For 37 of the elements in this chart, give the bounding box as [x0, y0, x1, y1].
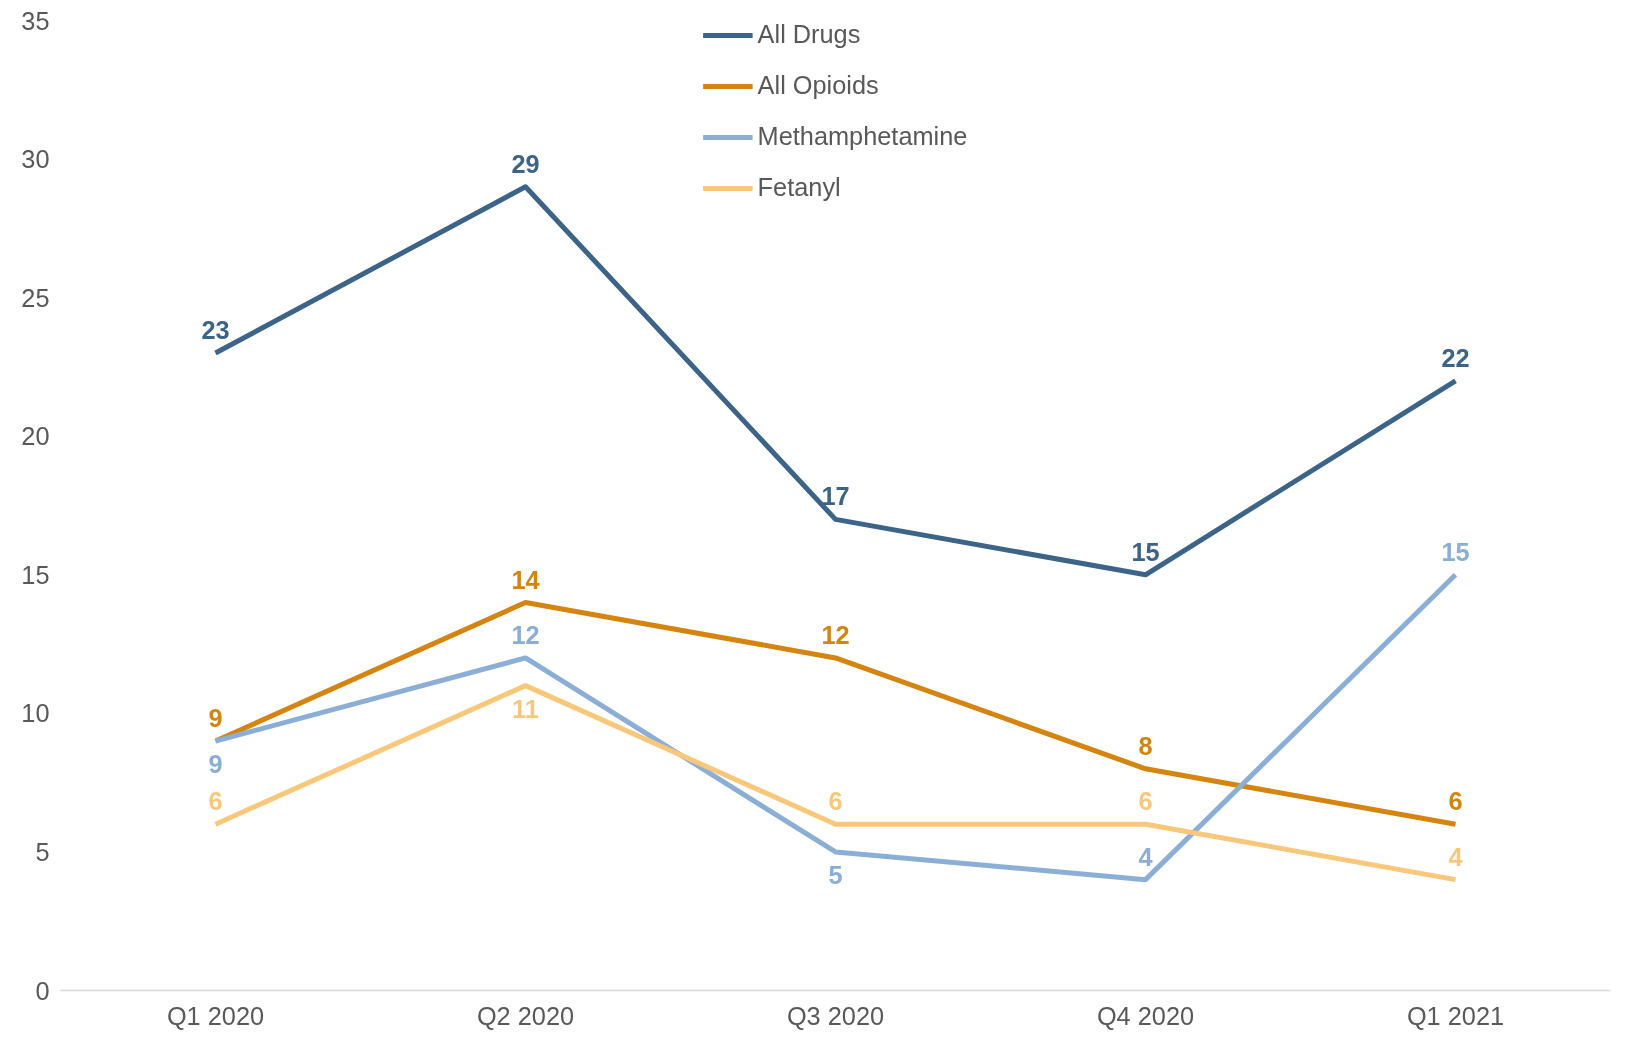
data-label: 8: [1138, 731, 1153, 760]
data-label: 6: [828, 787, 843, 816]
data-label: 14: [511, 565, 540, 594]
data-label: 15: [1131, 537, 1160, 566]
y-tick-label: 30: [21, 145, 50, 174]
legend-label: All Opioids: [757, 71, 879, 100]
y-tick-label: 35: [21, 6, 50, 35]
y-tick-label: 10: [21, 699, 50, 728]
x-tick-label: Q3 2020: [786, 1001, 885, 1030]
legend-label: Methamphetamine: [757, 122, 968, 151]
y-tick-label: 5: [35, 837, 50, 866]
legend-label: All Drugs: [757, 20, 861, 49]
data-label: 23: [201, 316, 230, 345]
y-tick-label: 15: [21, 560, 50, 589]
legend-label: Fetanyl: [757, 173, 841, 202]
x-tick-label: Q2 2020: [476, 1001, 575, 1030]
data-label: 6: [1138, 787, 1153, 816]
x-tick-label: Q1 2021: [1406, 1001, 1505, 1030]
y-tick-label: 0: [35, 976, 50, 1005]
data-label: 9: [208, 750, 223, 779]
data-label: 17: [821, 482, 850, 511]
data-label: 22: [1441, 343, 1470, 372]
x-tick-label: Q4 2020: [1096, 1001, 1195, 1030]
data-label: 12: [511, 620, 540, 649]
data-label: 5: [828, 860, 843, 889]
data-label: 6: [208, 787, 223, 816]
data-label: 11: [512, 694, 539, 723]
data-label: 6: [1448, 787, 1463, 816]
x-tick-label: Q1 2020: [166, 1001, 265, 1030]
y-tick-label: 20: [21, 422, 50, 451]
data-label: 4: [1138, 842, 1153, 871]
data-label: 29: [511, 149, 540, 178]
data-label: 12: [821, 620, 850, 649]
data-label: 9: [208, 704, 223, 733]
y-tick-label: 25: [21, 283, 50, 312]
data-label: 15: [1441, 537, 1470, 566]
data-label: 4: [1448, 842, 1463, 871]
